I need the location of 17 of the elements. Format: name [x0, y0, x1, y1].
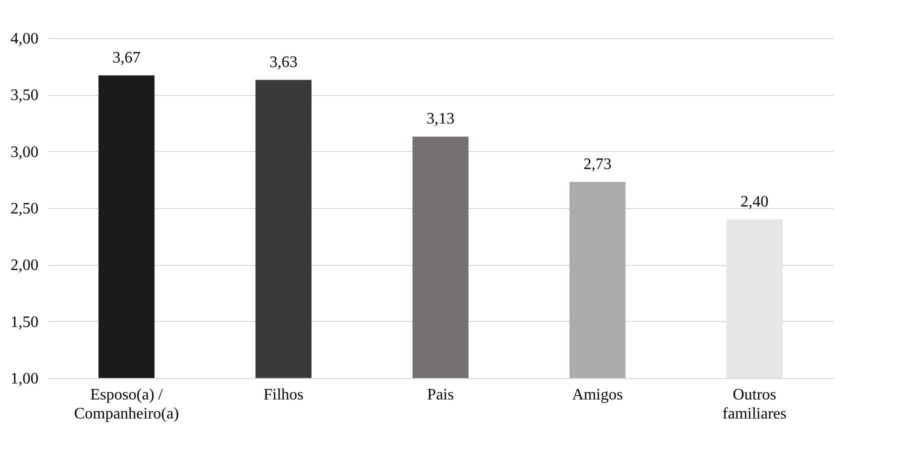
y-tick-label: 4,00: [10, 30, 38, 48]
x-tick-label: Filhos: [263, 386, 304, 404]
x-tick-label: Outros familiares: [722, 386, 786, 422]
data-label: 3,63: [270, 54, 298, 71]
x-tick-label: Amigos: [572, 386, 623, 404]
y-tick-label: 3,50: [10, 87, 38, 104]
data-label: 2,73: [584, 156, 612, 173]
y-tick-label: 1,00: [10, 370, 38, 388]
x-tick-label: Pais: [427, 386, 454, 404]
y-tick-label: 2,00: [10, 257, 38, 274]
y-tick-label: 2,50: [10, 200, 38, 218]
data-label: 3,67: [112, 49, 140, 66]
x-tick-label: Esposo(a) / Companheiro(a): [74, 386, 179, 422]
y-tick-label: 3,00: [10, 144, 38, 161]
data-label: 2,40: [740, 193, 768, 210]
data-label: 3,13: [426, 110, 454, 128]
y-tick-label: 1,50: [10, 314, 38, 331]
